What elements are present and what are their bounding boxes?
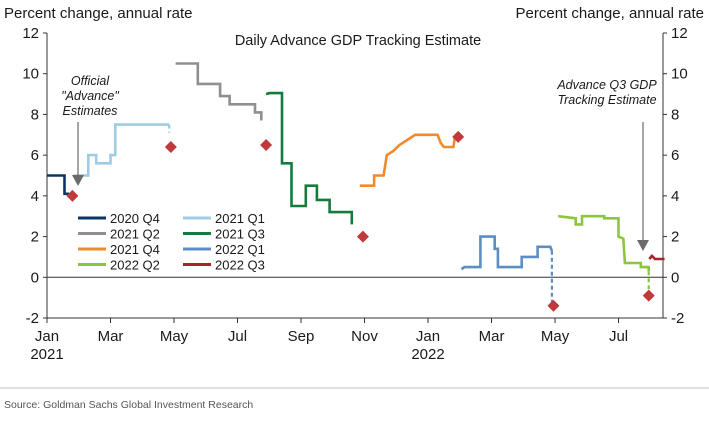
y-tick-label-right: 0 xyxy=(671,269,679,286)
y-tick-label-right: 6 xyxy=(671,147,679,164)
series-line-2022-q3 xyxy=(648,253,665,261)
y-tick-label-left: 12 xyxy=(22,25,39,42)
x-tick-year-label: 2021 xyxy=(30,346,63,363)
official-estimate-diamond xyxy=(452,130,465,143)
x-tick-label: Nov xyxy=(351,328,378,345)
official-estimate-diamond xyxy=(66,189,79,202)
x-tick-label: Jul xyxy=(609,328,628,345)
y-tick-label-left: 8 xyxy=(31,106,39,123)
series-line-2021-q2 xyxy=(175,62,263,121)
series-line-2020-q4 xyxy=(47,174,70,196)
annotation-official-estimates-text: Estimates xyxy=(63,104,118,118)
official-estimate-diamond xyxy=(164,141,177,153)
legend-label: 2020 Q4 xyxy=(110,211,160,226)
official-estimate-diamond xyxy=(260,138,273,151)
series-line-2022-q2 xyxy=(558,214,651,272)
y-tick-label-left: 6 xyxy=(31,147,39,164)
source-note: Source: Goldman Sachs Global Investment … xyxy=(4,399,253,411)
x-tick-label: Mar xyxy=(98,328,124,345)
legend-label: 2022 Q2 xyxy=(110,258,160,273)
annotation-q3-tracking-text: Advance Q3 GDP xyxy=(556,78,657,92)
y-tick-label-right: 2 xyxy=(671,229,679,246)
y-tick-label-right: 12 xyxy=(671,25,688,42)
series-line-2022-q1 xyxy=(460,235,554,271)
x-tick-label: Mar xyxy=(479,328,505,345)
official-estimate-diamond xyxy=(547,299,560,312)
y-tick-label-right: 8 xyxy=(671,106,679,123)
annotation-q3-tracking-text: Tracking Estimate xyxy=(557,93,656,107)
annotations: Official"Advance"Estimates Advance Q3 GDP… xyxy=(61,74,657,251)
legend-label: 2022 Q1 xyxy=(215,242,265,257)
annotation-arrow-head xyxy=(637,240,649,251)
legend-label: 2021 Q4 xyxy=(110,242,160,257)
legend-label: 2021 Q1 xyxy=(215,211,265,226)
x-tick-label: Jul xyxy=(228,328,247,345)
x-tick-label: Jan xyxy=(416,328,440,345)
legend-label: 2021 Q2 xyxy=(110,227,160,242)
y-tick-label-left: 0 xyxy=(31,269,39,286)
series-line-2021-q4 xyxy=(359,133,457,187)
x-tick-label: May xyxy=(541,328,570,345)
series-layer xyxy=(47,62,665,304)
y-tick-label-right: 10 xyxy=(671,66,688,83)
chart-title: Daily Advance GDP Tracking Estimate xyxy=(235,33,481,49)
y-tick-label-left: 2 xyxy=(31,229,39,246)
annotation-official-estimates-text: "Advance" xyxy=(61,89,119,103)
annotation-arrow-head xyxy=(72,175,84,186)
y-tick-label-left: 10 xyxy=(22,66,39,83)
x-tick-label: May xyxy=(160,328,189,345)
annotation-official-estimates-text: Official xyxy=(71,74,110,88)
series-line-2021-q1 xyxy=(74,123,170,177)
y-axis-label-right: Percent change, annual rate xyxy=(516,5,704,22)
series-line-2021-q3 xyxy=(265,91,354,225)
y-tick-label-left: -2 xyxy=(26,310,39,327)
official-estimate-markers xyxy=(66,130,655,312)
legend-label: 2021 Q3 xyxy=(215,227,265,242)
official-estimate-diamond xyxy=(356,230,369,243)
x-tick-label: Sep xyxy=(288,328,315,345)
official-estimate-diamond xyxy=(642,289,655,302)
y-tick-label-right: -2 xyxy=(671,310,684,327)
y-tick-label-left: 4 xyxy=(31,188,39,205)
x-tick-label: Jan xyxy=(35,328,59,345)
y-tick-label-right: 4 xyxy=(671,188,679,205)
x-tick-year-label: 2022 xyxy=(411,346,444,363)
y-axis-label-left: Percent change, annual rate xyxy=(4,5,192,22)
legend-label: 2022 Q3 xyxy=(215,258,265,273)
